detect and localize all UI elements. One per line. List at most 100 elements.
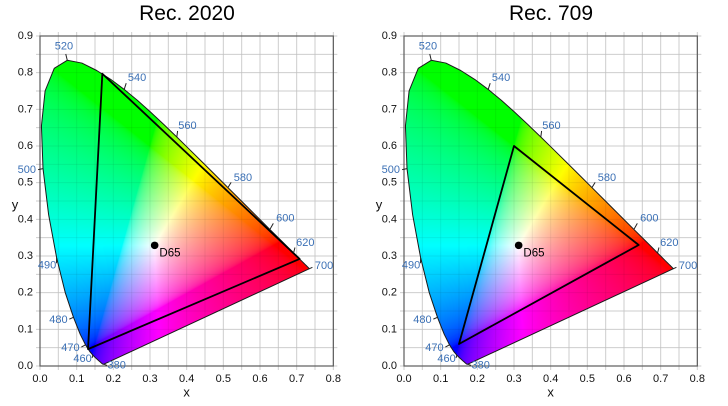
y-axis-tick-label: 0.0: [18, 360, 33, 372]
y-axis-tick-label: 0.5: [18, 177, 33, 189]
white-point-label: D65: [523, 247, 544, 259]
gamut-triangle: [458, 145, 640, 345]
wavelength-leader-line: [487, 83, 491, 90]
y-axis-tick-label: 0.1: [382, 323, 397, 335]
grid-overlay: [36, 31, 338, 370]
y-axis-tick-label: 0.9: [18, 30, 33, 42]
y-axis-tick-label: 0.3: [18, 250, 33, 262]
y-axis-tick-label: 0.9: [382, 30, 397, 42]
y-axis-tick-label: 0.6: [18, 140, 33, 152]
grid-overlay: [400, 31, 702, 370]
wavelength-label: 600: [276, 212, 294, 224]
wavelength-label: 460: [73, 353, 91, 365]
wavelength-leader-line: [673, 266, 677, 270]
wavelength-label: 700: [679, 260, 697, 272]
wavelength-label: 560: [178, 120, 196, 132]
x-axis-tick-label: 0.2: [106, 373, 121, 385]
y-axis-tick-label: 0.8: [382, 67, 397, 79]
x-axis-tick-label: 0.6: [616, 373, 631, 385]
wavelength-label: 600: [640, 212, 658, 224]
wavelength-label: 490: [402, 260, 420, 272]
y-axis-tick-label: 0.7: [382, 103, 397, 115]
wavelength-label: 380: [472, 360, 490, 372]
wavelength-label: 500: [18, 164, 36, 176]
wavelength-leader-line: [65, 53, 68, 61]
y-axis-title: y: [376, 197, 383, 212]
wavelength-label: 540: [128, 72, 146, 84]
x-axis-tick-label: 0.0: [396, 373, 411, 385]
gamut-triangle: [87, 72, 301, 351]
y-axis-tick-label: 0.0: [382, 360, 397, 372]
x-axis-title: x: [547, 385, 554, 400]
white-point-marker: [514, 241, 523, 250]
wavelength-leader-line: [467, 363, 472, 366]
wavelength-leader-line: [81, 344, 86, 348]
x-axis-tick-label: 0.0: [32, 373, 47, 385]
x-axis-tick-label: 0.4: [543, 373, 558, 385]
x-axis-tick-label: 0.1: [69, 373, 84, 385]
spectral-locus-outline: [404, 59, 674, 365]
wavelength-leader-line: [429, 53, 432, 61]
wavelength-label: 460: [437, 353, 455, 365]
wavelength-label: 490: [38, 260, 56, 272]
x-axis-tick-label: 0.3: [506, 373, 521, 385]
chart-title: Rec. 2020: [139, 2, 235, 25]
wavelength-label: 500: [382, 164, 400, 176]
wavelength-leader-line: [123, 83, 127, 90]
x-axis-tick-label: 0.1: [433, 373, 448, 385]
x-axis-title: x: [183, 385, 190, 400]
white-point-marker: [150, 241, 159, 250]
x-axis-tick-label: 0.8: [326, 373, 341, 385]
y-axis-tick-label: 0.4: [382, 213, 397, 225]
wavelength-leader-line: [633, 223, 638, 230]
x-axis-tick-label: 0.7: [653, 373, 668, 385]
white-point-label: D65: [159, 247, 180, 259]
y-axis-title: y: [12, 197, 19, 212]
chart-title: Rec. 709: [508, 2, 594, 25]
wavelength-leader-line: [69, 316, 74, 320]
wavelength-leader-line: [103, 363, 108, 366]
x-axis-tick-label: 0.7: [289, 373, 304, 385]
wavelength-leader-line: [657, 247, 660, 254]
y-axis-tick-label: 0.2: [382, 287, 397, 299]
x-axis-tick-label: 0.5: [580, 373, 595, 385]
x-axis-tick-label: 0.3: [142, 373, 157, 385]
y-axis-tick-label: 0.6: [382, 140, 397, 152]
wavelength-label: 480: [413, 314, 431, 326]
wavelength-leader-line: [269, 223, 274, 230]
wavelength-label: 480: [49, 314, 67, 326]
x-axis-tick-label: 0.2: [470, 373, 485, 385]
wavelength-label: 560: [542, 120, 560, 132]
wavelength-leader-line: [540, 130, 543, 138]
wavelength-leader-line: [591, 182, 596, 188]
y-axis-tick-label: 0.8: [18, 67, 33, 79]
x-axis-tick-label: 0.5: [216, 373, 231, 385]
wavelength-label: 520: [55, 40, 73, 52]
wavelength-label: 580: [598, 172, 616, 184]
y-axis-tick-label: 0.1: [18, 323, 33, 335]
wavelength-leader-line: [227, 182, 232, 188]
chromaticity-fill-canvas: [404, 36, 698, 366]
wavelength-label: 470: [61, 342, 79, 354]
wavelength-label: 470: [425, 342, 443, 354]
wavelength-leader-line: [445, 344, 450, 348]
y-axis-tick-label: 0.2: [18, 287, 33, 299]
x-axis-tick-label: 0.8: [690, 373, 705, 385]
wavelength-label: 380: [108, 360, 126, 372]
wavelength-label: 620: [296, 237, 314, 249]
chart-rec-709: Rec. 709 380 460 470 480 490 500 520 540 560 580 6…: [364, 0, 728, 406]
x-axis-tick-label: 0.4: [179, 373, 194, 385]
wavelength-leader-line: [176, 130, 179, 138]
wavelength-leader-line: [91, 354, 94, 359]
y-axis-tick-label: 0.7: [18, 103, 33, 115]
x-axis-tick-label: 0.6: [252, 373, 267, 385]
wavelength-leader-line: [38, 168, 44, 171]
wavelength-leader-line: [433, 316, 438, 320]
y-axis-tick-label: 0.4: [18, 213, 33, 225]
plot-frame: [403, 35, 698, 367]
y-axis-tick-label: 0.5: [382, 177, 397, 189]
